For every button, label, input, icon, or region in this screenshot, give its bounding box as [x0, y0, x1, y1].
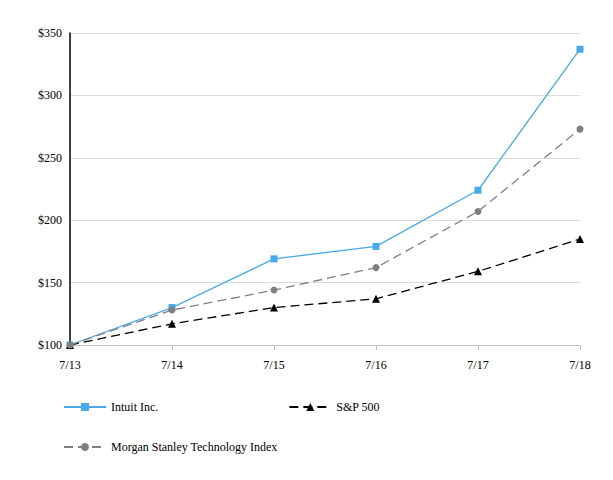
svg-text:$150: $150 — [38, 276, 62, 290]
svg-text:7/18: 7/18 — [569, 358, 590, 372]
svg-text:7/14: 7/14 — [161, 358, 182, 372]
svg-text:Morgan Stanley Technology Inde: Morgan Stanley Technology Index — [111, 440, 277, 454]
svg-text:$100: $100 — [38, 338, 62, 352]
svg-text:$200: $200 — [38, 213, 62, 227]
svg-text:7/16: 7/16 — [365, 358, 386, 372]
svg-text:S&P 500: S&P 500 — [336, 400, 379, 414]
svg-text:$300: $300 — [38, 88, 62, 102]
svg-text:$350: $350 — [38, 26, 62, 40]
svg-text:$250: $250 — [38, 151, 62, 165]
svg-text:7/13: 7/13 — [59, 358, 80, 372]
svg-text:7/17: 7/17 — [467, 358, 488, 372]
svg-text:Intuit Inc.: Intuit Inc. — [111, 400, 158, 414]
svg-text:7/15: 7/15 — [263, 358, 284, 372]
